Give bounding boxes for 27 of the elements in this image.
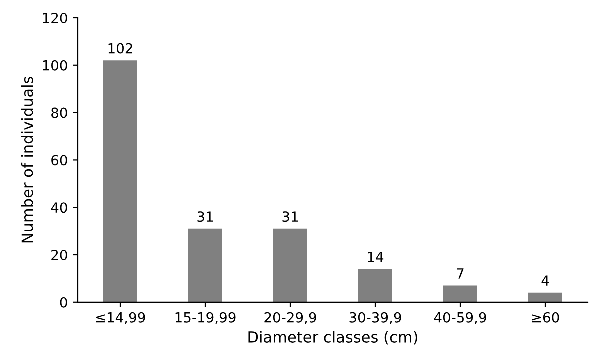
y-tick-label: 20 [52, 250, 68, 260]
bar [444, 286, 478, 302]
y-tick-label: 80 [52, 108, 68, 118]
y-tick-label: 0 [60, 297, 68, 308]
y-tick-label: 40 [51, 202, 68, 214]
data-label: 102 [108, 43, 132, 54]
x-tick-label: ≥60 [532, 312, 560, 323]
y-axis-title: Number of individuals [21, 76, 34, 243]
x-tick-label: ≤14,99 [96, 312, 146, 324]
data-label: 31 [198, 212, 214, 222]
y-tick-label: 120 [43, 12, 68, 24]
bar [528, 292, 562, 302]
data-label: 4 [542, 276, 550, 286]
x-tick-label: 40-59,9 [434, 312, 486, 324]
x-axis-title: Diameter classes (cm) [248, 331, 418, 345]
data-label: 31 [282, 212, 298, 222]
y-tick-label: 60 [52, 155, 68, 166]
bar [358, 269, 392, 302]
x-tick-label: 30-39,9 [350, 312, 402, 324]
data-label: 7 [457, 268, 464, 279]
bar [274, 228, 308, 302]
y-tick-label: 100 [43, 60, 68, 71]
x-tick-label: 15-19,99 [176, 312, 236, 324]
x-tick-label: 20-29,9 [264, 312, 316, 324]
bar [104, 60, 138, 302]
bar [188, 228, 222, 302]
data-label: 14 [368, 252, 384, 262]
